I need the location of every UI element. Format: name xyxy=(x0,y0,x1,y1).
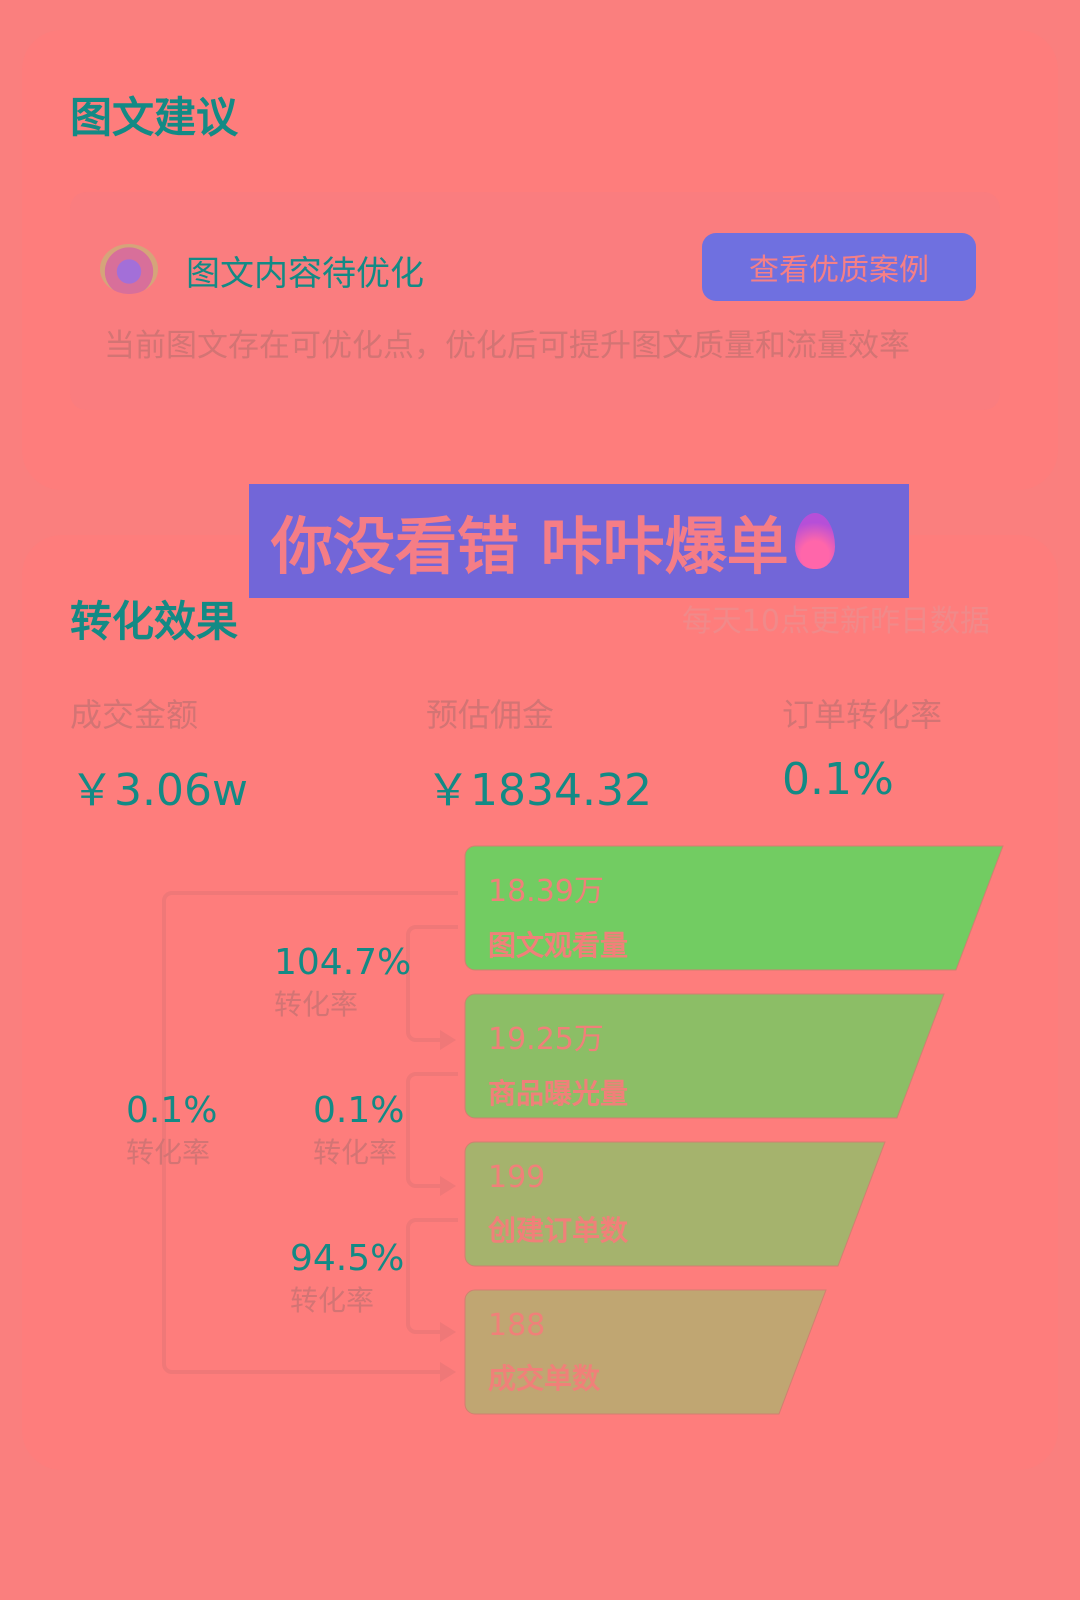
rate-label: 转化率 xyxy=(313,1136,398,1169)
connector-overall xyxy=(162,891,458,1374)
rate-label: 转化率 xyxy=(126,1136,211,1169)
funnel-bar xyxy=(464,1289,827,1415)
funnel-value: 199 xyxy=(488,1160,546,1195)
rate-value: 94.5% xyxy=(290,1238,405,1279)
rate-exposure-to-orders: 0.1% 转化率 xyxy=(313,1090,404,1171)
metric-gmv: 成交金额 ￥3.06w xyxy=(70,690,248,818)
connector-1 xyxy=(406,925,458,1042)
metric-label: 订单转化率 xyxy=(782,696,943,734)
funnel-value: 18.39万 xyxy=(488,874,604,909)
status-title: 图文内容待优化 xyxy=(186,254,424,294)
connector-2 xyxy=(406,1072,458,1188)
update-note: 每天10点更新昨日数据 xyxy=(681,604,990,639)
funnel-connectors xyxy=(162,891,458,1374)
connector-3 xyxy=(406,1218,458,1334)
rate-orders-to-deals: 94.5% 转化率 xyxy=(290,1238,404,1319)
metric-value: ￥3.06w xyxy=(70,765,248,816)
rate-overall: 0.1% 转化率 xyxy=(126,1090,217,1171)
funnel-label-views: 18.39万 图文观看量 xyxy=(488,866,628,964)
metric-order-rate: 订单转化率 0.1% xyxy=(782,690,942,805)
funnel-name: 创建订单数 xyxy=(488,1214,629,1247)
suggestion-box xyxy=(70,192,1000,410)
metric-value: 0.1% xyxy=(782,754,894,805)
metric-label: 成交金额 xyxy=(70,696,199,734)
rate-views-to-exposure: 104.7% 转化率 xyxy=(274,942,411,1023)
emoji-icon xyxy=(100,244,158,294)
view-quality-cases-button[interactable]: 查看优质案例 xyxy=(702,233,976,301)
arrow-icon xyxy=(440,1030,456,1050)
funnel-label-deals: 188 成交单数 xyxy=(488,1308,600,1397)
metric-label: 预估佣金 xyxy=(426,696,555,734)
arrow-icon xyxy=(440,1362,456,1382)
funnel-name: 成交单数 xyxy=(488,1362,601,1395)
arrow-icons xyxy=(440,1030,456,1382)
conversion-title: 转化效果 xyxy=(70,597,239,646)
suggestion-title: 图文建议 xyxy=(70,93,239,142)
funnel-name: 图文观看量 xyxy=(488,929,629,962)
metric-value: ￥1834.32 xyxy=(426,765,652,816)
funnel-bar xyxy=(464,1141,886,1267)
funnel-value: 19.25万 xyxy=(488,1022,604,1057)
promo-banner[interactable]: 你没看错 咔咔爆单 xyxy=(249,484,909,598)
funnel-bar xyxy=(464,993,945,1119)
fire-icon xyxy=(794,513,835,569)
funnel-label-exposure: 19.25万 商品曝光量 xyxy=(488,1014,628,1112)
rate-value: 0.1% xyxy=(126,1090,218,1131)
funnel-label-orders: 199 创建订单数 xyxy=(488,1160,628,1249)
metric-commission: 预估佣金 ￥1834.32 xyxy=(426,690,652,818)
rate-value: 0.1% xyxy=(313,1090,405,1131)
funnel-bar xyxy=(464,845,1004,971)
rate-value: 104.7% xyxy=(274,942,412,983)
arrow-icon xyxy=(440,1176,456,1196)
suggestion-description: 当前图文存在可优化点，优化后可提升图文质量和流量效率 xyxy=(104,328,910,364)
funnel-name: 商品曝光量 xyxy=(488,1077,629,1110)
rate-label: 转化率 xyxy=(274,988,359,1021)
funnel-value: 188 xyxy=(488,1308,546,1343)
banner-text: 你没看错 咔咔爆单 xyxy=(271,510,789,583)
rate-label: 转化率 xyxy=(290,1284,375,1317)
arrow-icon xyxy=(440,1322,456,1342)
